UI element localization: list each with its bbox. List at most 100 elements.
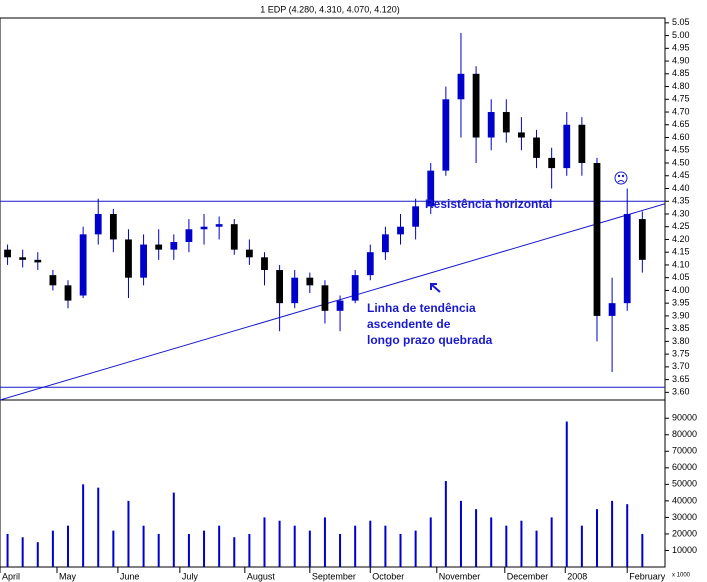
candle-body [170, 242, 178, 250]
candle-body [49, 275, 57, 286]
x-tick-label: October [372, 571, 404, 581]
y-tick-label: 4.35 [672, 196, 690, 206]
candle-body [261, 257, 268, 271]
y-tick-label: 3.75 [672, 349, 690, 359]
candle-body [502, 112, 510, 133]
y-tick-label: 4.10 [672, 259, 690, 269]
y-tick-label: 3.70 [672, 361, 690, 371]
volume-bar [535, 530, 538, 567]
candle-body [245, 249, 253, 258]
y-tick-label: 4.25 [672, 221, 690, 231]
y-tick-label: 4.00 [672, 285, 690, 295]
volume-bar [6, 533, 9, 567]
y-tick-label: 4.40 [672, 183, 690, 193]
x-tick-label: May [59, 571, 77, 581]
candle-body [140, 244, 147, 278]
volume-bar [354, 525, 357, 567]
y-tick-label: 4.80 [672, 81, 690, 91]
plot-frame [0, 17, 666, 568]
volume-bar [248, 533, 251, 567]
candle-body [457, 73, 465, 100]
y-tick-label: 3.60 [672, 387, 690, 397]
y-tick-label: 4.45 [672, 170, 690, 180]
frown-icon [614, 171, 628, 185]
candle-body [306, 277, 314, 286]
volume-bar [293, 525, 296, 567]
candle-body [427, 170, 435, 207]
candle-body [412, 206, 420, 227]
y-tick-label: 4.15 [672, 247, 690, 257]
volume-bar [611, 500, 614, 567]
y2-tick-label: 90000 [672, 413, 697, 423]
y2-tick-label: 60000 [672, 462, 697, 472]
x-tick-label: August [247, 571, 276, 581]
y-tick-label: 4.50 [672, 157, 690, 167]
volume-bar [414, 530, 417, 567]
volume-bar [308, 530, 311, 567]
volume-bar [82, 484, 85, 567]
volume-bar [97, 487, 100, 567]
y-tick-label: 3.95 [672, 298, 690, 308]
annotation: Resistência horizontal [425, 197, 552, 211]
candle-body [155, 244, 163, 250]
y-tick-label: 4.90 [672, 55, 690, 65]
x-tick-label: June [120, 571, 140, 581]
volume-bar [203, 530, 206, 567]
volume-bar [490, 517, 493, 567]
x-tick-label: April [2, 571, 20, 581]
x-tick-label: 2008 [567, 571, 587, 581]
candle-body [4, 249, 11, 258]
volume-bar [641, 533, 644, 567]
volume-bar [127, 500, 130, 567]
y2-tick-label: 40000 [672, 495, 697, 505]
y2-tick-label: 10000 [672, 545, 697, 555]
y2-tick-label: 80000 [672, 429, 697, 439]
candle-body [638, 219, 646, 260]
volume-bar [112, 530, 115, 567]
trend-line [0, 203, 666, 401]
annotation: ascendente de [367, 317, 451, 331]
candle-body [321, 285, 329, 311]
candle-body [563, 124, 571, 169]
volume-bar [520, 520, 523, 567]
volume-bar [565, 421, 568, 567]
y-tick-label: 4.20 [672, 234, 690, 244]
y-tick-label: 4.95 [672, 43, 690, 53]
candle-body [215, 224, 223, 227]
volume-bar [475, 509, 478, 567]
volume-bar [233, 537, 236, 567]
y-tick-label: 4.30 [672, 208, 690, 218]
volume-unit: x 1000 [672, 573, 691, 579]
candle-body [94, 213, 102, 235]
y-tick-label: 3.80 [672, 336, 690, 346]
candle-body [442, 99, 450, 171]
x-tick-label: November [439, 571, 481, 581]
volume-bar [142, 525, 145, 567]
y-tick-label: 4.70 [672, 106, 690, 116]
candle-body [533, 137, 540, 158]
x-tick-label: September [312, 571, 356, 581]
y-tick-label: 3.65 [672, 374, 690, 384]
volume-bar [626, 504, 629, 567]
y-tick-label: 4.85 [672, 68, 690, 78]
volume-bar [21, 537, 24, 567]
x-tick-label: December [507, 571, 549, 581]
y-tick-label: 3.90 [672, 310, 690, 320]
candle-body [64, 285, 72, 301]
volume-bar [51, 530, 54, 567]
volume-bar [399, 533, 402, 567]
candle-body [472, 73, 480, 138]
y2-tick-label: 70000 [672, 446, 697, 456]
volume-bar [218, 525, 221, 567]
volume-bar [429, 517, 432, 567]
candle-body [578, 124, 586, 163]
y2-tick-label: 50000 [672, 479, 697, 489]
candle-body [397, 226, 404, 235]
volume-bar [187, 533, 190, 567]
candle-body [487, 112, 495, 138]
candle-body [291, 277, 299, 304]
volume-bar [172, 492, 175, 567]
annotation: longo prazo quebrada [367, 333, 493, 347]
volume-bar [36, 542, 39, 567]
